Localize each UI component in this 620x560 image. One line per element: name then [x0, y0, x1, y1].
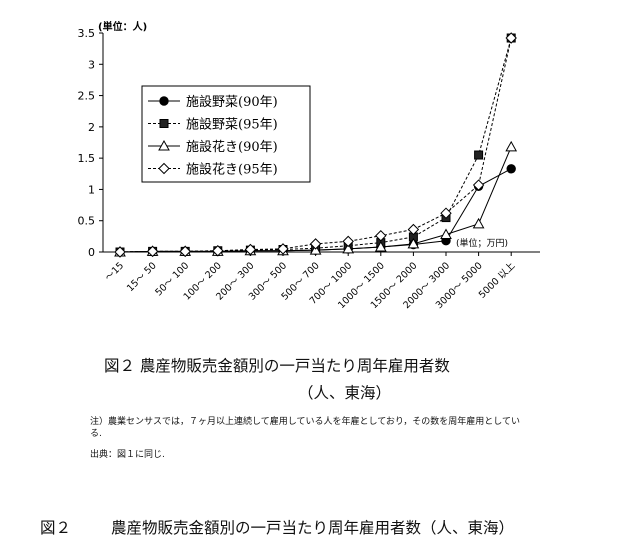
series-markers — [114, 32, 518, 258]
legend-label: 施設花き(90年) — [186, 139, 278, 155]
legend-label: 施設野菜(90年) — [186, 94, 278, 110]
y-tick-label: 2 — [88, 121, 95, 134]
legend-label: 施設野菜(95年) — [186, 117, 278, 133]
y-tick-label: 2.5 — [78, 90, 96, 103]
x-unit-label: (単位；万円) — [456, 237, 508, 249]
y-tick-label: 3 — [88, 58, 95, 71]
marker-filled-circle — [159, 96, 169, 106]
marker-open-triangle — [440, 228, 452, 239]
figure-caption-sub: （人、東海） — [298, 384, 392, 402]
y-tick-label: 1 — [88, 183, 95, 196]
marker-filled-square — [159, 119, 169, 128]
marker-open-diamond — [309, 238, 322, 250]
y-tick-label: 0.5 — [78, 215, 96, 228]
legend: 施設野菜(90年) 施設野菜(95年) 施設花き(90年) 施設花き(95年) — [141, 85, 311, 183]
y-tick-label: 1.5 — [78, 152, 96, 165]
bottom-caption-text: 農産物販売金額別の一戸当たり周年雇用者数（人、東海） — [111, 519, 515, 537]
marker-filled-circle — [506, 164, 516, 174]
marker-open-diamond — [375, 230, 387, 242]
marker-open-diamond — [114, 246, 126, 258]
marker-open-diamond — [158, 162, 170, 175]
marker-open-diamond — [505, 32, 517, 44]
marker-open-diamond — [277, 243, 289, 255]
legend-label: 施設花き(95年) — [186, 162, 278, 178]
marker-filled-square — [474, 150, 484, 160]
marker-open-triangle — [158, 139, 170, 151]
y-tick-label: 3.5 — [78, 27, 96, 40]
marker-open-triangle — [505, 140, 518, 152]
y-unit-label: (単位：人) — [98, 20, 147, 33]
bottom-caption: 図２ 農産物販売金額別の一戸当たり周年雇用者数（人、東海） — [40, 516, 514, 538]
marker-open-diamond — [407, 223, 420, 236]
marker-open-diamond — [440, 207, 452, 219]
marker-open-triangle — [407, 237, 420, 249]
x-tick-label: 5000 以上 — [477, 260, 518, 301]
marker-open-diamond — [472, 179, 485, 191]
axes — [102, 33, 540, 253]
marker-open-diamond — [212, 245, 224, 257]
marker-open-triangle — [472, 217, 485, 229]
marker-open-diamond — [179, 245, 191, 258]
bottom-caption-number: 図２ — [40, 519, 72, 537]
marker-open-diamond — [146, 245, 159, 258]
source-text: 出典：図１に同じ. — [90, 450, 165, 460]
legend-box — [141, 85, 311, 183]
marker-open-diamond — [342, 235, 354, 248]
marker-open-diamond — [244, 243, 257, 256]
figure-caption: 図２ 農産物販売金額別の一戸当たり周年雇用者数 — [104, 357, 450, 375]
y-ticks: 0 0.5 1 1.5 2 2.5 3 3.5 — [78, 27, 103, 259]
marker-open-triangle — [374, 240, 387, 252]
note-text: 注）農業センサスでは，７ヶ月以上連続して雇用している人を年雇としており，その数を… — [90, 417, 521, 439]
x-tick-label: ～15 — [103, 260, 126, 283]
y-tick-label: 0 — [88, 246, 95, 259]
marker-open-triangle — [342, 242, 355, 254]
marker-open-triangle — [309, 244, 322, 255]
